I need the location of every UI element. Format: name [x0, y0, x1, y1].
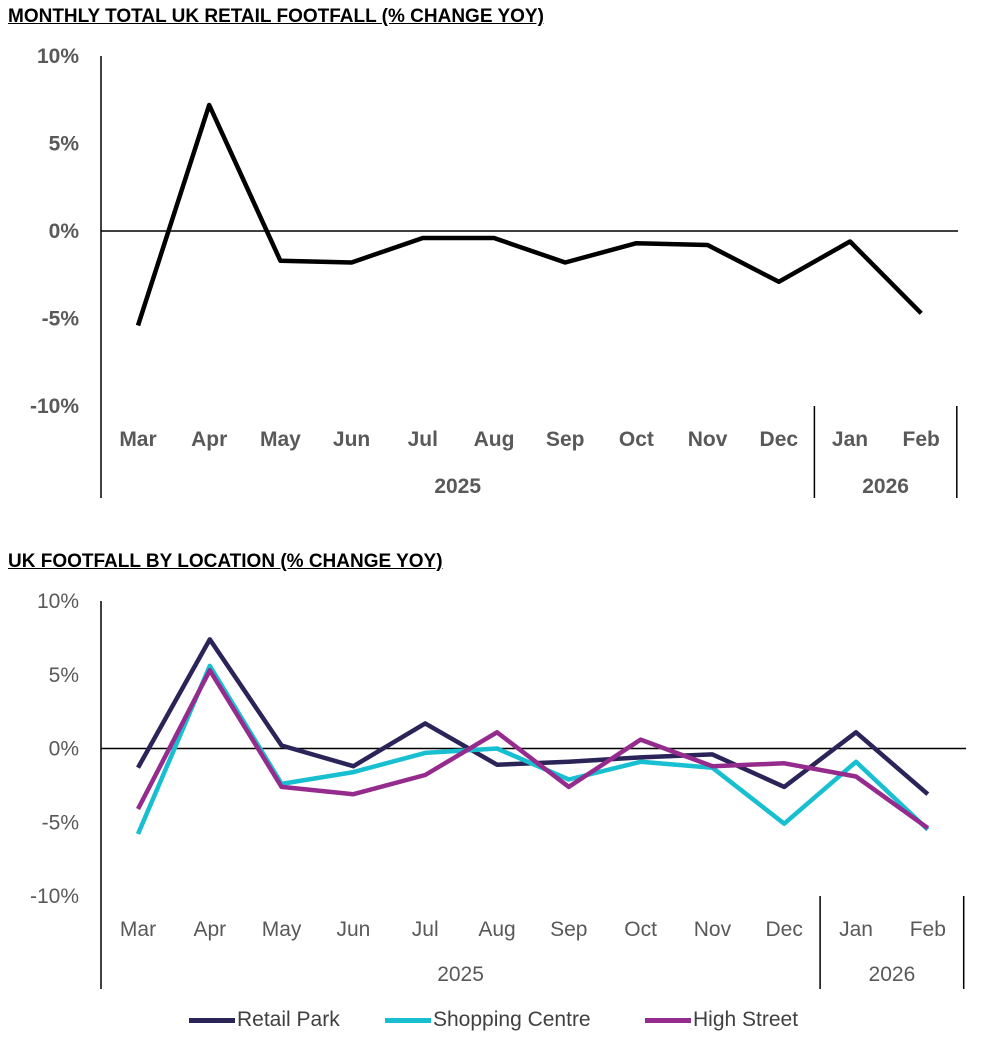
- location-x-tick-label: Aug: [478, 918, 515, 941]
- location-x-tick-label: Jun: [336, 918, 370, 941]
- location-y-tick-label: 0%: [49, 738, 79, 761]
- footfall-x-tick-label: Nov: [688, 428, 728, 451]
- location-y-tick-label: -10%: [30, 885, 79, 908]
- legend-item-retail-park: Retail Park: [189, 1008, 340, 1032]
- footfall-x-tick-label: Oct: [619, 428, 654, 451]
- location-x-tick-label: Dec: [766, 918, 803, 941]
- footfall-y-tick-label: 5%: [49, 133, 80, 156]
- footfall-x-tick-label: Jan: [832, 428, 868, 451]
- footfall-group-label: 2025: [434, 475, 481, 498]
- footfall-y-tick-label: 0%: [49, 220, 80, 243]
- location-group-label: 2025: [437, 963, 484, 986]
- footfall-x-tick-label: Apr: [191, 428, 227, 451]
- legend-swatch-high-street: [645, 1017, 691, 1023]
- location-x-tick-label: Jul: [412, 918, 439, 941]
- footfall-y-tick-label: -10%: [30, 395, 79, 418]
- location-group-label: 2026: [869, 963, 916, 986]
- footfall-x-tick-label: Sep: [546, 428, 585, 451]
- footfall-group-label: 2026: [862, 475, 909, 498]
- footfall-series-line-0: [135, 102, 923, 327]
- footfall-x-tick-label: Dec: [760, 428, 799, 451]
- legend-item-high-street: High Street: [645, 1008, 798, 1032]
- location-x-tick-label: Apr: [193, 918, 226, 941]
- location-y-tick-label: -5%: [42, 811, 79, 834]
- footfall-x-tick-label: Jun: [333, 428, 370, 451]
- footfall-x-tick-label: Feb: [903, 428, 940, 451]
- legend-swatch-shopping-centre: [385, 1017, 431, 1023]
- footfall-line-chart: 10% 5% 0% -5% -10% Mar Apr May Jun Jul Aug Sep Oct No…: [30, 45, 958, 498]
- legend-label-retail-park: Retail Park: [237, 1008, 340, 1031]
- location-line-chart: 10% 5% 0% -5% -10% Mar Apr May Jun Jul Aug Sep Oct No…: [30, 590, 966, 989]
- location-x-tick-label: Jan: [839, 918, 873, 941]
- footfall-x-tick-label: Mar: [119, 428, 156, 451]
- legend-swatch-retail-park: [189, 1017, 235, 1023]
- location-x-tick-label: Oct: [624, 918, 657, 941]
- location-x-tick-label: Sep: [550, 918, 587, 941]
- chart-legend: Retail Park Shopping Centre High Street: [0, 1008, 988, 1038]
- location-x-tick-label: Nov: [694, 918, 732, 941]
- location-y-tick-label: 10%: [37, 590, 79, 613]
- chart-title-footfall: MONTHLY TOTAL UK RETAIL FOOTFALL (% CHAN…: [8, 6, 544, 27]
- legend-label-high-street: High Street: [693, 1008, 799, 1031]
- footfall-x-tick-label: Jul: [408, 428, 438, 451]
- location-x-tick-label: Mar: [120, 918, 156, 941]
- location-y-tick-label: 5%: [49, 664, 79, 687]
- location-x-tick-label: May: [262, 918, 302, 941]
- location-series-line-0: [136, 637, 930, 796]
- footfall-y-tick-label: -5%: [42, 308, 80, 331]
- legend-item-shopping-centre: Shopping Centre: [385, 1008, 591, 1032]
- location-x-tick-label: Feb: [910, 918, 946, 941]
- chart-title-by-location: UK FOOTFALL BY LOCATION (% CHANGE YOY): [8, 551, 443, 572]
- footfall-x-tick-label: Aug: [474, 428, 515, 451]
- footfall-x-tick-label: May: [260, 428, 301, 451]
- legend-label-shopping-centre: Shopping Centre: [433, 1008, 591, 1031]
- footfall-y-tick-label: 10%: [37, 45, 79, 68]
- location-series-line-2: [136, 668, 930, 830]
